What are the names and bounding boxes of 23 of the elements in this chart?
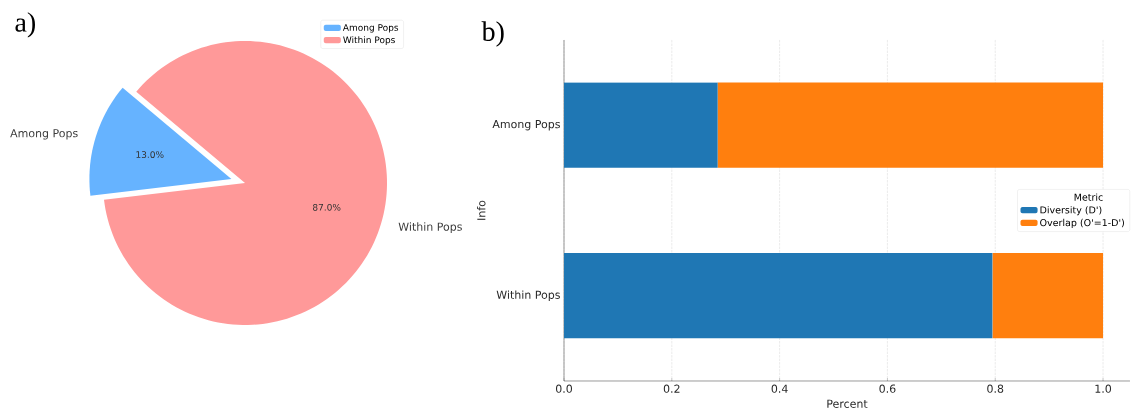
- y-axis-title: Info: [476, 200, 486, 220]
- chart-title: a): [15, 12, 35, 38]
- x-tick-label: 0.2: [663, 384, 680, 393]
- slice-label: Among Pops: [10, 129, 78, 140]
- x-axis-title: Percent: [827, 399, 868, 408]
- x-tick-label: 0.8: [987, 384, 1004, 393]
- legend-label: Overlap (O'=1-D'): [1040, 218, 1124, 229]
- data-label: 87.0%: [312, 203, 341, 211]
- legend-title: Metric: [1074, 193, 1103, 201]
- x-tick-label: 0.4: [771, 384, 788, 393]
- bar: [717, 82, 1104, 168]
- x-tick-label: 0.6: [879, 384, 896, 393]
- chart-title: b): [481, 21, 504, 47]
- x-tick-label: 0.0: [555, 384, 573, 393]
- bar: [564, 82, 718, 168]
- legend-label: Within Pops: [343, 36, 395, 45]
- legend-label: Among Pops: [342, 24, 399, 33]
- legend-label: Diversity (D'): [1040, 206, 1102, 216]
- bar: [992, 253, 1104, 339]
- x-tick-label: 1.0: [1095, 384, 1112, 393]
- slice-label: Within Pops: [398, 222, 462, 233]
- data-label: 13.0%: [136, 151, 164, 158]
- bar: [564, 253, 993, 339]
